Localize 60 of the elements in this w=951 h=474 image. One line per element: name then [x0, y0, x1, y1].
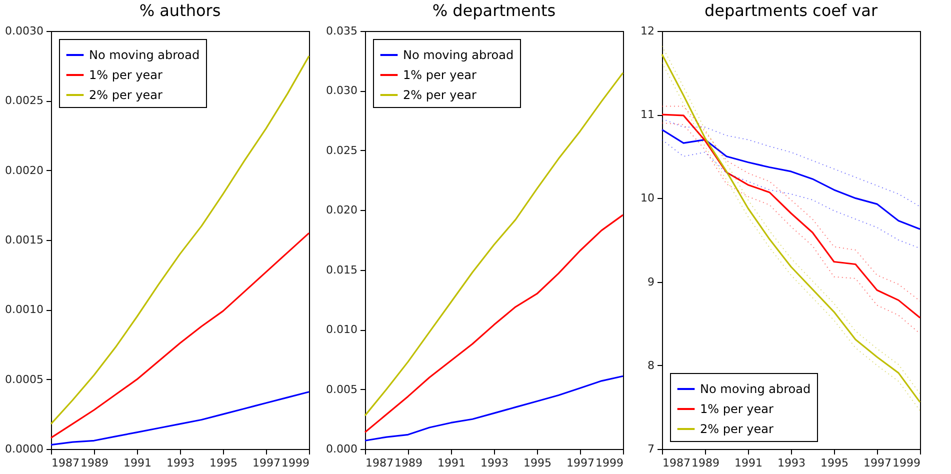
y-tick-label: 0.0010 [5, 303, 44, 316]
x-tick-label: 1987 [366, 456, 394, 470]
y-tick-label: 0.0025 [5, 94, 44, 108]
chart-title: % departments [432, 1, 556, 20]
x-tick-label: 1999 [892, 456, 920, 470]
y-tick-label: 0.035 [326, 24, 358, 38]
y-tick-label: 0.020 [326, 204, 358, 217]
x-tick-label: 1991 [438, 456, 466, 470]
y-tick-label: 0.005 [326, 382, 358, 396]
legend-label: 1% per year [403, 68, 476, 82]
y-tick-label: 0.030 [326, 84, 358, 98]
y-tick-label: 9 [648, 275, 654, 288]
legend-label: 2% per year [89, 88, 162, 102]
y-tick-label: 8 [648, 358, 654, 372]
line-series [364, 214, 624, 434]
y-tick-label: 0.010 [326, 323, 358, 336]
line-series [661, 128, 921, 230]
x-tick-label: 1989 [394, 456, 422, 470]
x-tick-label: 1997 [252, 456, 280, 470]
y-tick-label: 12 [640, 24, 654, 38]
y-tick-label: 0.0030 [5, 24, 44, 38]
x-tick-label: 1991 [124, 456, 152, 470]
x-tick-label: 1993 [480, 456, 508, 470]
y-tick-label: 0.000 [326, 442, 358, 456]
x-tick-label: 1987 [662, 456, 690, 470]
legend-label: 2% per year [403, 88, 476, 102]
x-tick-label: 1987 [52, 456, 80, 470]
legend-label: 1% per year [89, 68, 162, 82]
y-tick-label: 10 [640, 192, 654, 205]
x-tick-label: 1989 [80, 456, 108, 470]
x-tick-label: 1993 [778, 456, 806, 470]
x-tick-label: 1991 [734, 456, 762, 470]
legend-label: 2% per year [700, 422, 774, 436]
x-tick-label: 1993 [166, 456, 194, 470]
x-tick-label: 1999 [282, 456, 310, 470]
y-tick-label: 0.0005 [5, 372, 44, 386]
y-tick-label: 0.0020 [5, 164, 44, 177]
chart-title: % authors [139, 1, 221, 20]
chart-title: departments coef var [704, 1, 878, 20]
y-tick-label: 0.025 [326, 144, 358, 157]
y-tick-label: 0.0000 [5, 442, 44, 456]
y-tick-label: 7 [648, 442, 654, 456]
legend-label: No moving abroad [700, 382, 811, 396]
x-tick-label: 1995 [524, 456, 552, 470]
x-tick-label: 1999 [596, 456, 624, 470]
y-tick-label: 0.0015 [5, 234, 44, 246]
line-series [50, 391, 310, 446]
x-tick-label: 1997 [864, 456, 892, 470]
x-tick-label: 1995 [820, 456, 848, 470]
x-tick-label: 1995 [210, 456, 238, 470]
x-tick-label: 1989 [692, 456, 720, 470]
legend-label: No moving abroad [89, 48, 200, 62]
x-tick-label: 1997 [566, 456, 594, 470]
legend-label: 1% per year [700, 402, 774, 416]
legend-label: No moving abroad [403, 48, 514, 62]
line-series [364, 375, 624, 442]
line-series [364, 72, 624, 416]
line-series [50, 232, 310, 439]
y-tick-label: 11 [640, 108, 654, 122]
y-tick-label: 0.015 [326, 263, 358, 276]
